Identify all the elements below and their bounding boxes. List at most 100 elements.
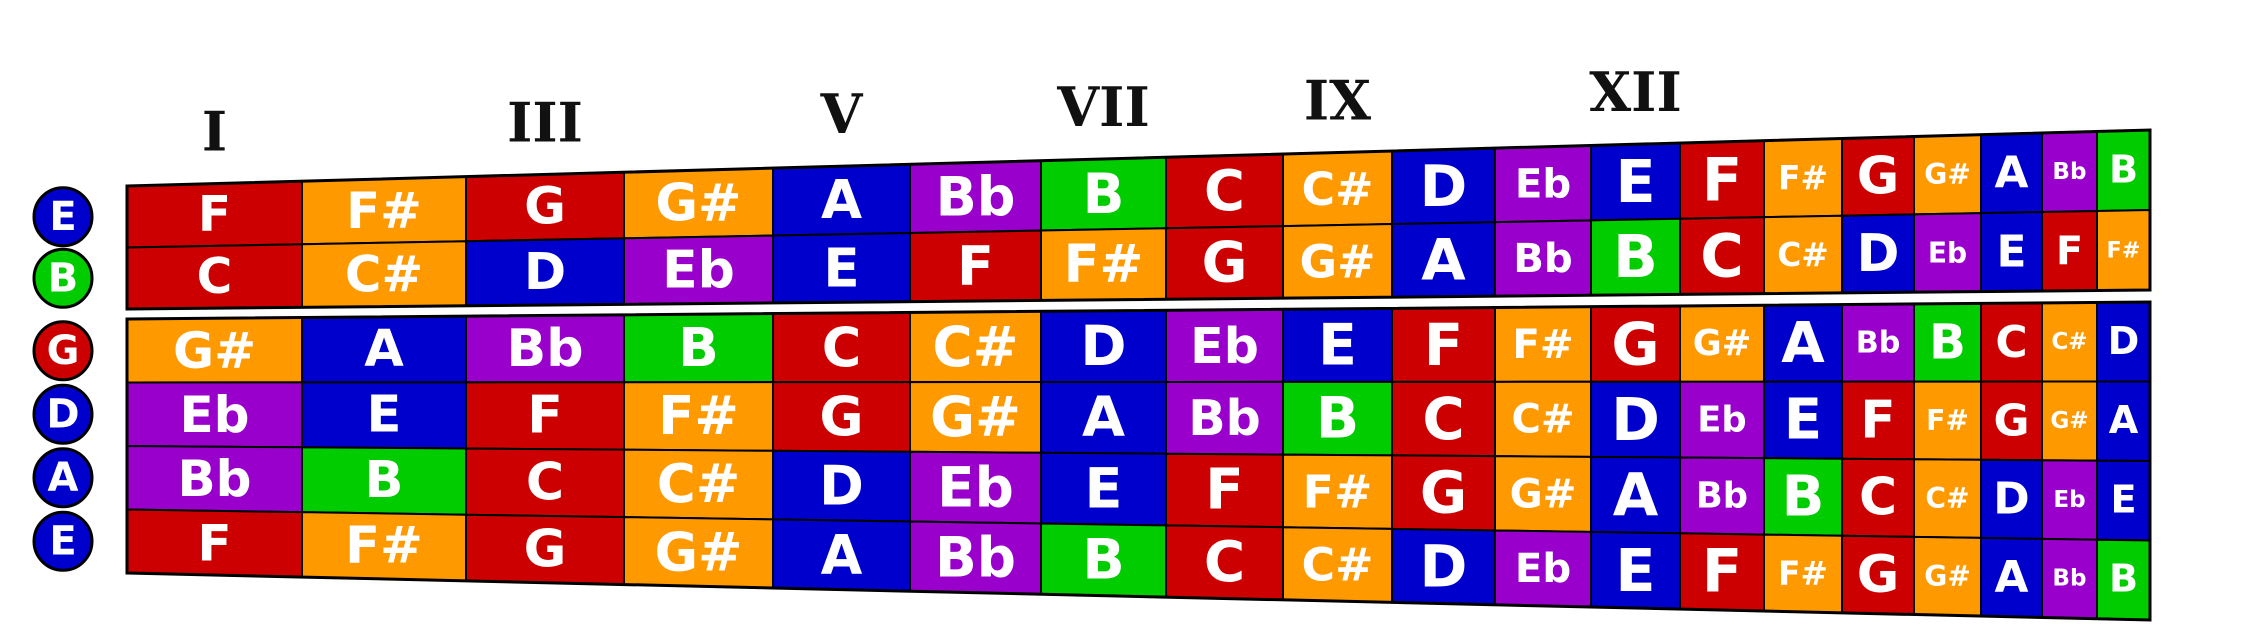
open-string-label: E: [49, 194, 76, 240]
note-label: C#: [1925, 482, 1969, 515]
note-label: A: [1781, 311, 1825, 376]
note-label: Eb: [662, 240, 735, 300]
note-label: Bb: [1856, 325, 1901, 360]
note-label: C: [1995, 317, 2027, 368]
note-label: G: [1420, 459, 1467, 527]
note-label: Bb: [935, 526, 1016, 590]
note-label: Bb: [1696, 475, 1748, 516]
note-label: F: [198, 187, 231, 243]
note-label: C: [822, 316, 862, 379]
note-label: B: [1082, 528, 1124, 593]
open-string-label: E: [49, 518, 76, 564]
note-label: G: [524, 519, 567, 579]
note-label: Bb: [2052, 566, 2086, 592]
note-label: G: [819, 385, 863, 448]
note-label: G#: [1924, 158, 1971, 191]
note-label: Eb: [179, 385, 249, 444]
open-string-label: G: [47, 328, 80, 374]
note-label: F: [2056, 228, 2083, 274]
note-label: C#: [1777, 236, 1829, 274]
open-string-circle: [32, 247, 94, 309]
note-label: G: [524, 178, 566, 237]
note-label: D: [1857, 224, 1900, 284]
note-label: E: [1615, 148, 1655, 216]
fret-number-label: XII: [1589, 60, 1681, 124]
note-label: F#: [1778, 555, 1828, 593]
note-label: A: [1613, 460, 1659, 529]
note-label: Bb: [936, 166, 1016, 229]
note-label: G#: [1924, 560, 1971, 593]
note-label: A: [821, 169, 862, 231]
note-label: E: [2110, 478, 2136, 522]
note-label: A: [364, 320, 404, 379]
note-label: F#: [345, 517, 423, 576]
note-label: G: [1857, 545, 1900, 605]
note-label: C#: [345, 246, 423, 304]
open-string-circle: [32, 186, 94, 248]
note-label: G#: [1693, 323, 1752, 364]
fretboard-cells: F F# G G# A Bb B C C# D Eb E F F# G G# A Bb BC C# D Eb E F F# G G#…: [125, 128, 2152, 622]
note-label: D: [2108, 320, 2140, 364]
fret-number-label: III: [507, 90, 583, 154]
note-label: G: [1993, 395, 2029, 446]
note-label: F#: [658, 385, 739, 447]
note-label: B: [1083, 162, 1125, 226]
note-label: C#: [1511, 396, 1574, 443]
note-label: F: [1424, 311, 1463, 379]
note-label: E: [1085, 456, 1123, 521]
note-label: E: [823, 237, 859, 299]
fret-number-label: I: [202, 100, 227, 164]
note-label: F: [1860, 390, 1895, 450]
note-label: G: [1611, 310, 1659, 379]
note-label: B: [2109, 149, 2138, 193]
note-label: Bb: [1513, 235, 1573, 282]
note-label: D: [1080, 314, 1126, 379]
fret-number-label: IX: [1304, 68, 1371, 132]
note-label: B: [1316, 385, 1359, 451]
note-label: G#: [1300, 234, 1376, 288]
note-label: C: [1700, 221, 1744, 290]
note-label: Eb: [1515, 545, 1571, 592]
note-label: F#: [1512, 321, 1573, 368]
open-string-circle: [32, 447, 94, 509]
note-label: A: [1995, 148, 2029, 199]
note-label: Bb: [1188, 389, 1261, 447]
string-group-frame: [125, 128, 2152, 311]
note-label: G#: [930, 385, 1021, 449]
note-label: C#: [1302, 538, 1374, 592]
note-label: F#: [1926, 404, 1969, 437]
note-label: F: [1702, 537, 1743, 606]
note-label: D: [1420, 533, 1468, 601]
string-group-frame: [125, 300, 2152, 622]
note-label: G: [1202, 230, 1248, 295]
note-label: A: [821, 524, 863, 587]
note-label: G: [1857, 146, 1900, 206]
note-label: Eb: [2053, 487, 2085, 513]
note-label: F: [957, 235, 994, 298]
note-label: B: [1613, 223, 1658, 291]
note-label: D: [1420, 153, 1468, 220]
note-label: C: [526, 453, 564, 513]
note-label: G#: [655, 174, 741, 234]
note-label: F: [197, 513, 231, 572]
note-label: F: [1205, 458, 1243, 523]
note-label: F: [527, 386, 563, 446]
note-label: E: [1997, 226, 2027, 277]
note-label: F#: [2107, 237, 2141, 263]
note-label: E: [1318, 312, 1357, 378]
fret-number-label: VII: [1056, 75, 1149, 139]
note-label: F#: [1778, 159, 1828, 197]
note-label: B: [365, 451, 404, 510]
note-label: B: [678, 317, 718, 379]
note-label: E: [367, 386, 402, 445]
note-label: C: [1859, 468, 1897, 528]
note-label: G#: [2050, 408, 2088, 434]
open-string-circle: [32, 320, 94, 382]
note-label: F#: [1064, 234, 1144, 295]
note-label: Bb: [177, 449, 251, 508]
note-label: Eb: [1697, 399, 1746, 440]
open-string-label: B: [48, 255, 79, 301]
note-label: F: [1702, 145, 1743, 214]
note-label: E: [1784, 388, 1822, 453]
